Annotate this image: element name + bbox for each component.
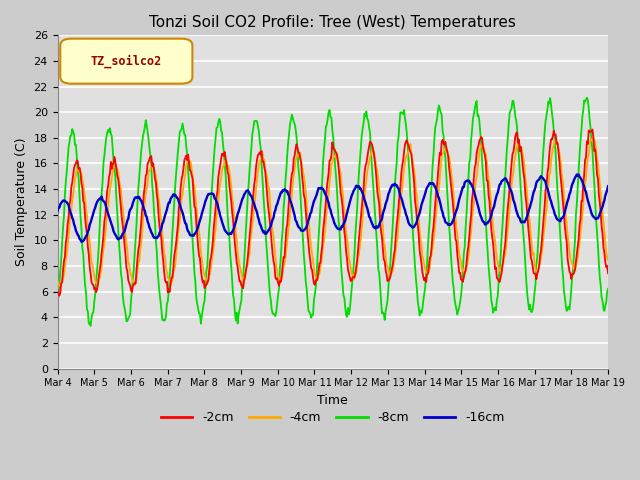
FancyBboxPatch shape: [60, 39, 193, 84]
Y-axis label: Soil Temperature (C): Soil Temperature (C): [15, 138, 28, 266]
Legend: -2cm, -4cm, -8cm, -16cm: -2cm, -4cm, -8cm, -16cm: [156, 406, 510, 429]
Title: Tonzi Soil CO2 Profile: Tree (West) Temperatures: Tonzi Soil CO2 Profile: Tree (West) Temp…: [149, 15, 516, 30]
Text: TZ_soilco2: TZ_soilco2: [91, 55, 162, 68]
X-axis label: Time: Time: [317, 394, 348, 407]
